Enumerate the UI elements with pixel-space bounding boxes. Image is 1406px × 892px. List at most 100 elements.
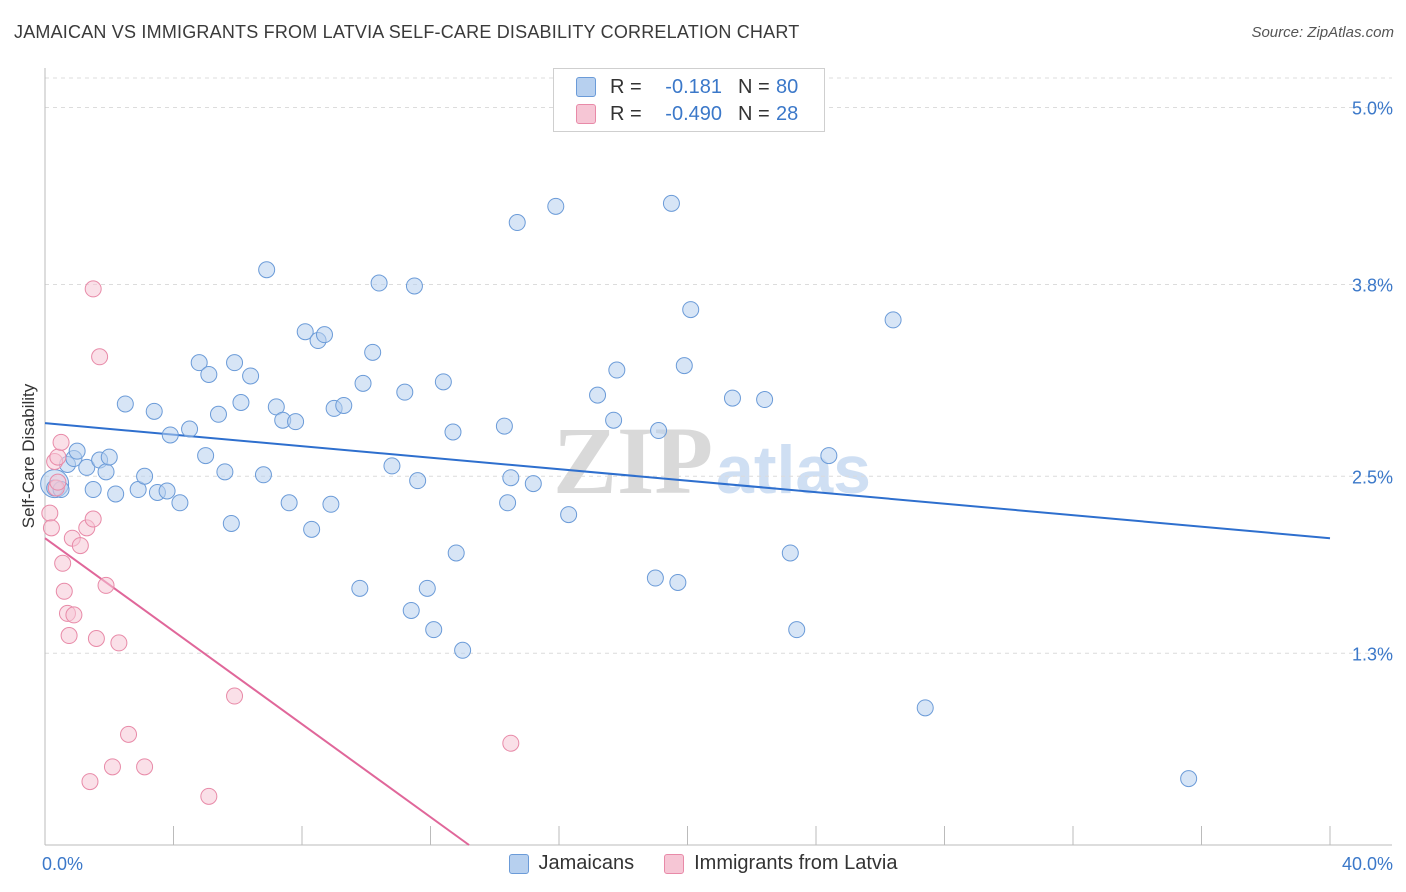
jamaican-point bbox=[145, 402, 163, 420]
jamaican-point bbox=[402, 601, 420, 619]
gridlines bbox=[45, 77, 1392, 654]
jamaican-point bbox=[675, 357, 693, 375]
jamaican-point bbox=[508, 214, 526, 232]
y-axis-label: Self-Care Disability bbox=[19, 383, 38, 528]
stats-legend: R = -0.181 N = 80 R = -0.490 N = 28 bbox=[553, 68, 825, 132]
jamaican-point bbox=[296, 323, 314, 341]
legend-item-latvia: Immigrants from Latvia bbox=[664, 852, 898, 875]
jamaican-point bbox=[315, 326, 333, 344]
stats-legend-row-jamaicans: R = -0.181 N = 80 bbox=[576, 74, 798, 100]
series-legend: Jamaicans Immigrants from Latvia bbox=[0, 852, 1406, 875]
jamaican-point bbox=[781, 544, 799, 562]
jamaican-point bbox=[669, 573, 687, 591]
blue-swatch bbox=[508, 853, 529, 874]
jamaican-point bbox=[502, 469, 520, 487]
legend-label-jamaicans: Jamaicans bbox=[538, 852, 635, 874]
jamaican-point bbox=[884, 311, 902, 329]
latvia-point bbox=[120, 725, 138, 743]
jamaican-point bbox=[589, 386, 607, 404]
jamaican-point bbox=[444, 423, 462, 441]
latvia-point bbox=[110, 634, 128, 652]
jamaican-point bbox=[650, 422, 668, 440]
jamaican-point bbox=[107, 485, 125, 503]
jamaican-point bbox=[409, 472, 427, 490]
jamaican-point bbox=[495, 417, 513, 435]
jamaican-point bbox=[662, 194, 680, 212]
chart-title: JAMAICAN VS IMMIGRANTS FROM LATVIA SELF-… bbox=[14, 22, 800, 42]
jamaican-point bbox=[354, 374, 372, 392]
latvia-point bbox=[60, 627, 78, 645]
jamaican-point bbox=[216, 463, 234, 481]
latvia-point bbox=[71, 537, 89, 555]
jamaican-point bbox=[499, 494, 517, 512]
jamaican-point bbox=[136, 467, 154, 485]
x-tick-label: 0.0% bbox=[42, 854, 83, 874]
jamaican-point bbox=[370, 274, 388, 292]
y-tick-label: 5.0% bbox=[1352, 99, 1393, 119]
jamaican-point bbox=[258, 261, 276, 279]
jamaican-point bbox=[646, 569, 664, 587]
jamaican-point bbox=[84, 481, 102, 499]
legend-item-jamaicans: Jamaicans bbox=[508, 852, 635, 875]
latvia-point bbox=[97, 576, 115, 594]
jamaican-point bbox=[322, 495, 340, 513]
jamaican-point bbox=[560, 506, 578, 524]
jamaican-point bbox=[447, 544, 465, 562]
legend-label-latvia: Immigrants from Latvia bbox=[694, 852, 898, 874]
stats-legend-row-latvia: R = -0.490 N = 28 bbox=[576, 101, 798, 127]
jamaican-point bbox=[161, 426, 179, 444]
latvia-point bbox=[84, 510, 102, 528]
jamaican-point bbox=[209, 405, 227, 423]
latvia-point bbox=[136, 758, 154, 776]
jamaican-point bbox=[171, 494, 189, 512]
jamaican-point bbox=[280, 494, 298, 512]
jamaican-point bbox=[454, 641, 472, 659]
jamaican-point bbox=[405, 277, 423, 295]
jamaican-point bbox=[1180, 770, 1198, 788]
jamaican-point bbox=[158, 482, 176, 500]
latvia-point bbox=[54, 554, 72, 572]
jamaican-point bbox=[116, 395, 134, 413]
latvia-point bbox=[49, 448, 67, 466]
n-value: 28 bbox=[776, 102, 799, 125]
latvia-point bbox=[200, 787, 218, 805]
latvia-point bbox=[91, 348, 109, 366]
trend-lines bbox=[44, 422, 1331, 846]
y-tick-label: 2.5% bbox=[1352, 467, 1393, 487]
watermark-zip: ZIP bbox=[553, 407, 713, 514]
r-value: -0.181 bbox=[665, 75, 722, 98]
latvia-point bbox=[81, 773, 99, 791]
jamaican-point bbox=[820, 447, 838, 465]
jamaican-point bbox=[418, 579, 436, 597]
jamaican-point bbox=[68, 442, 86, 460]
latvia-point bbox=[42, 519, 60, 537]
jamaican-point bbox=[682, 301, 700, 319]
jamaican-point bbox=[181, 420, 199, 438]
pink-swatch bbox=[664, 853, 685, 874]
latvia-point bbox=[103, 758, 121, 776]
latvia-point bbox=[49, 473, 67, 491]
data-points bbox=[40, 194, 1198, 805]
jamaican-point bbox=[434, 373, 452, 391]
jamaican-point bbox=[226, 354, 244, 372]
x-tick-label: 40.0% bbox=[1342, 854, 1393, 874]
y-tick-label: 3.8% bbox=[1352, 276, 1393, 296]
y-tick-label: 1.3% bbox=[1352, 644, 1393, 664]
axes bbox=[44, 68, 1392, 846]
latvia-point bbox=[226, 687, 244, 705]
watermark-atlas: atlas bbox=[716, 432, 871, 508]
latvia-point bbox=[84, 280, 102, 298]
jamaican-point bbox=[364, 343, 382, 361]
jamaican-point bbox=[396, 383, 414, 401]
jamaican-point bbox=[335, 396, 353, 414]
axis-labels: 1.3% 2.5% 3.8% 5.0% 0.0% 40.0% bbox=[42, 99, 1393, 875]
jamaican-point bbox=[605, 411, 623, 429]
pink-swatch bbox=[576, 104, 596, 124]
source-credit: Source: ZipAtlas.com bbox=[1251, 24, 1394, 41]
latvia-point bbox=[55, 582, 73, 600]
latvia-point bbox=[41, 504, 59, 522]
jamaican-point bbox=[608, 361, 626, 379]
jamaican-point bbox=[916, 699, 934, 717]
jamaican-point bbox=[383, 457, 401, 475]
